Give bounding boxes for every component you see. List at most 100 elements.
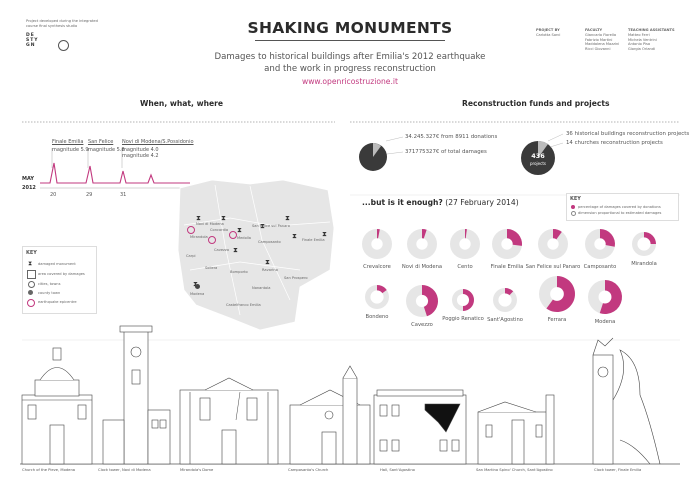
city-label: Bondeno — [365, 314, 389, 320]
city-label: Crevalcore — [363, 264, 391, 270]
pie-center — [637, 237, 651, 251]
pie-center — [547, 238, 559, 250]
building-caption-7: Clock tower, Finale Emilia — [594, 468, 642, 472]
map-label: Novi di Modena — [196, 222, 224, 226]
epicentre-icon — [208, 236, 216, 244]
map-label: Finale Emilia — [302, 238, 325, 242]
city-label: Ferrara — [547, 317, 567, 323]
building-caption-6: San Martino Spino' Church, Sant'Agostino — [476, 468, 553, 472]
city-label: Mirandola — [631, 261, 657, 267]
area-icon — [27, 270, 36, 279]
key-item-4: county town — [38, 291, 61, 295]
monument-icon: ⧗ — [292, 232, 297, 240]
city-label: Sant'Agostino — [487, 317, 523, 323]
map-label: Medolla — [237, 236, 251, 240]
pie-center — [371, 238, 383, 250]
title-rule — [255, 40, 445, 41]
map-label: Cavezzo — [214, 248, 230, 252]
enough-heading-text: ...but is it enough? — [362, 198, 443, 207]
damaged-monument-icon: ⧗ — [28, 260, 33, 267]
coverage-icon — [571, 205, 575, 209]
key-item-5: earthquake epicentre — [38, 300, 77, 304]
map-label: Nonantola — [252, 286, 271, 290]
event-magnitude-2: magnitude 5.8 — [88, 147, 125, 153]
map-label: Bomporto — [230, 270, 248, 274]
city-label: Novi di Modena — [401, 264, 443, 270]
monument-icon: ⧗ — [221, 214, 226, 222]
map-label: Concordia — [210, 228, 229, 232]
city-label: Camposanto — [583, 264, 617, 270]
building-caption-4: Camposanto's Church — [288, 468, 329, 472]
projects-label: projects — [530, 161, 546, 166]
monument-icon: ⧗ — [260, 222, 265, 230]
map-label: San Felice sul Panaro — [252, 224, 290, 228]
project-by: Carlotta Sorci — [536, 33, 561, 37]
epicentre-icon — [27, 299, 35, 307]
coverage-key-item-1: percentage of damages covered by donatio… — [578, 205, 661, 209]
county-town-icon — [28, 290, 33, 295]
enough-date: (27 February 2014) — [445, 198, 519, 207]
building-caption-5: Hall, Sant'Agostino — [380, 468, 415, 472]
enough-heading: ...but is it enough? (27 February 2014) — [362, 198, 519, 207]
pie-center — [459, 238, 471, 250]
churches-projects-stat: 14 churches reconstruction projects — [566, 140, 663, 146]
monument-icon: ⧗ — [237, 226, 242, 234]
city-label: Modena — [594, 319, 616, 325]
pie-slice-covered — [422, 285, 439, 317]
monument-icon: ⧗ — [233, 246, 238, 254]
clock-tower-finale-drawing — [592, 337, 661, 465]
map-label: Castelfranco Emilia — [226, 303, 261, 307]
key-item-1: damaged monument — [38, 262, 76, 266]
map-key: KEY ⧗ damaged monument area covered by d… — [22, 246, 97, 314]
coverage-key-title: KEY — [570, 196, 581, 202]
map-label: Carpi — [186, 254, 196, 258]
coverage-key-item-2: dimension proportional to estimated dama… — [578, 211, 662, 215]
city-label: Poggio Renatico — [442, 316, 484, 322]
assistants-label: TEACHING ASSISTANTS — [628, 28, 675, 32]
event-place-2: San Felice — [88, 139, 114, 145]
event-place-3: Novi di Modena/S.Possidonio — [122, 139, 194, 145]
building-caption-2: Clock tower, Novi di Modena — [98, 468, 151, 472]
historical-projects-stat: 36 historical buildings reconstruction p… — [566, 131, 690, 137]
pie-center — [370, 290, 384, 304]
map-key-title: KEY — [26, 250, 37, 256]
pie-center — [550, 287, 564, 301]
project-by-label: PROJECT BY — [536, 28, 560, 32]
san-martino-church-drawing — [477, 394, 555, 465]
pie-center — [501, 238, 513, 250]
city-label: San Felice sul Panaro — [525, 264, 581, 270]
city-label: Finale Emilia — [490, 264, 524, 270]
pie-center — [594, 238, 606, 250]
assistants-list: Matteo Ferri Michela Ventrini Antonio Pi… — [628, 33, 657, 51]
map-label: Camposanto — [258, 240, 281, 244]
event-magnitude-1: magnitude 5.9 — [52, 147, 89, 153]
camposanto-church-drawing — [289, 365, 371, 465]
monument-icon: ⧗ — [322, 230, 327, 238]
total-damages-stat: 371775327€ of total damages — [405, 149, 487, 155]
buildings-illustration — [21, 325, 661, 465]
event-place-1: Finale Emilia — [52, 139, 84, 145]
timeline-month: MAY — [22, 176, 34, 182]
day-31: 31 — [120, 192, 127, 198]
timeline-year: 2012 — [22, 185, 36, 191]
monument-icon: ⧗ — [196, 214, 201, 222]
city-label: Cavezzo — [411, 322, 433, 328]
faculty-label: FACULTY — [585, 28, 603, 32]
map-label: San Prospero — [284, 276, 308, 280]
pie-center — [456, 293, 470, 307]
clock-tower-novi-drawing — [102, 325, 171, 465]
pie-center — [598, 290, 612, 304]
city-icon — [28, 281, 35, 288]
page-title: SHAKING MONUMENTS — [247, 19, 453, 37]
project-link[interactable]: www.openricostruzione.it — [302, 77, 398, 86]
map-label: Modena — [190, 292, 205, 296]
donation-coverage-charts — [362, 228, 656, 317]
pie-center — [415, 294, 429, 308]
event-magnitude-3: magnitude 4.0 magnitude 4.2 — [122, 147, 159, 159]
design-logo: DE STY GN — [26, 33, 39, 49]
funds-heading: Reconstruction funds and projects — [462, 99, 610, 108]
page-subtitle: Damages to historical buildings after Em… — [214, 52, 486, 74]
timeline-heading: When, what, where — [140, 99, 224, 108]
donations-stat: 34.245.327€ from 8911 donations — [405, 134, 498, 140]
epicentre-icon — [187, 226, 195, 234]
